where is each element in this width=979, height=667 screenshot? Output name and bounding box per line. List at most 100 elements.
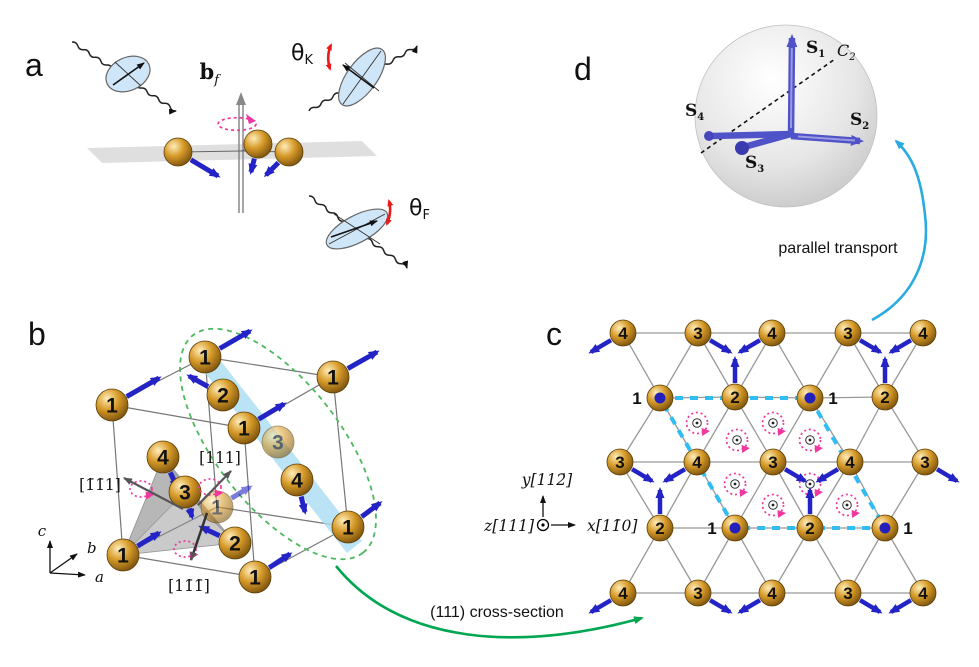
ellipse-axis-line xyxy=(328,213,386,245)
rotation-marker xyxy=(725,428,750,453)
spin-arrow xyxy=(630,467,655,483)
rotation-arrowhead xyxy=(851,510,860,518)
atom-1: 1 xyxy=(871,514,913,542)
axis-label-a: a xyxy=(95,568,104,586)
rotation-arrowhead xyxy=(777,510,786,518)
rotation-marker xyxy=(723,472,748,497)
coordinate-frame: y[112̄] z[111] x[11̄0] xyxy=(483,471,638,535)
atom-1: 1 xyxy=(188,328,253,374)
frame-label-y: y[112̄] xyxy=(521,471,573,489)
atom-4: 4 xyxy=(588,579,637,614)
spin-arrow xyxy=(189,157,221,179)
atom-sphere xyxy=(106,538,140,572)
polarization-arrow xyxy=(330,220,378,238)
atom-number: 3 xyxy=(272,432,284,455)
atom-sphere xyxy=(188,340,222,374)
panel-b-letter: b xyxy=(28,316,46,352)
spin-arrow xyxy=(248,157,258,175)
atom-sphere xyxy=(606,448,634,476)
atom-2: 2 xyxy=(646,487,674,542)
direction-arrow-111 xyxy=(197,470,232,506)
atom-3: 3 xyxy=(261,425,295,459)
rotation-marker xyxy=(798,428,823,453)
atom-4: 4 xyxy=(737,319,786,354)
axis-label-b: b xyxy=(87,539,97,557)
panel-d-letter: d xyxy=(574,51,592,87)
atom-1: 1 xyxy=(238,551,293,594)
spin-arrow xyxy=(346,349,380,371)
cross-section-label: (111) cross-section xyxy=(430,604,564,621)
rotation-marker xyxy=(129,480,155,500)
atom-3: 3 xyxy=(834,579,883,614)
spin-arrow xyxy=(125,375,162,399)
atom-number: 4 xyxy=(291,470,303,493)
spin-label-s2: S2 xyxy=(850,110,869,132)
atom-sphere xyxy=(316,360,350,394)
atom-number: 1 xyxy=(211,497,223,520)
atom-number: 4 xyxy=(918,584,928,603)
atom-1: 1 xyxy=(95,375,162,422)
atom-number: 1 xyxy=(903,519,912,538)
atom-number: 1 xyxy=(828,389,837,408)
atom-3: 3 xyxy=(759,448,808,483)
rotation-arrowhead xyxy=(814,445,823,453)
crystal-axes: c b a xyxy=(38,522,104,586)
spin-out-dot xyxy=(729,522,741,534)
spin-s3-endpoint xyxy=(735,141,749,155)
atom-1: 1 xyxy=(796,384,838,412)
atom-4: 4 xyxy=(280,463,314,515)
atom-sphere xyxy=(331,510,365,544)
spin-arrow xyxy=(815,467,840,483)
atom-3: 3 xyxy=(684,319,733,354)
panel-a-letter: a xyxy=(25,47,43,83)
atom-number: 1 xyxy=(117,545,129,568)
kerr-angle-label: θK xyxy=(291,41,313,68)
rotation-marker xyxy=(685,411,710,436)
rotation-arrowhead xyxy=(701,428,710,436)
spin-arrow xyxy=(185,507,195,520)
panel-d: d S1 S2 S3 S4 C2 xyxy=(574,24,878,208)
atom-sphere xyxy=(909,319,937,347)
atom-1: 1 xyxy=(106,530,162,572)
atom-number: 4 xyxy=(918,324,928,343)
atom-number: 4 xyxy=(692,453,702,472)
rotation-arrowhead xyxy=(145,491,155,500)
sample-plane xyxy=(87,141,377,163)
atom-3: 3 xyxy=(834,319,883,354)
spin-arrow xyxy=(263,160,281,178)
spin-out-dot xyxy=(804,392,816,404)
direction-label-111: [111] xyxy=(199,449,241,467)
rotation-arrowhead xyxy=(739,489,748,497)
atom-4: 4 xyxy=(588,319,637,354)
atom-sphere xyxy=(909,579,937,607)
field-axis-arrowhead xyxy=(236,92,246,105)
spin-arrow xyxy=(708,598,733,614)
atom-sphere xyxy=(218,526,252,560)
atom-number: 3 xyxy=(843,324,852,343)
atom-sphere xyxy=(836,448,864,476)
atom-number: 4 xyxy=(618,324,628,343)
atom-1: 1 xyxy=(200,484,253,524)
atom-number: 1 xyxy=(632,389,641,408)
atom-number: 3 xyxy=(768,453,777,472)
spin-arrow xyxy=(858,338,883,354)
atom-number: 1 xyxy=(327,367,339,390)
spin-label-s4: S4 xyxy=(685,101,704,123)
atom-4: 4 xyxy=(146,440,180,490)
atom-2: 2 xyxy=(186,373,240,412)
atom-number: 4 xyxy=(767,584,777,603)
atom-2: 2 xyxy=(198,524,252,560)
kerr-rotation-arrow xyxy=(325,43,333,71)
spin-arrow xyxy=(662,467,687,483)
spin-arrow xyxy=(360,500,383,519)
kerr-polarization-ellipse xyxy=(338,47,386,107)
lattice-atoms: 4 3 4 3 4 1 2 1 2 3 4 3 4 3 2 1 2 1 4 3 4 3 4 xyxy=(588,319,960,614)
atom-number: 1 xyxy=(106,395,118,418)
atom-number: 1 xyxy=(707,519,716,538)
spin-arrow xyxy=(783,467,808,483)
rotation-arrowhead xyxy=(814,489,823,497)
atom-sphere xyxy=(163,137,193,167)
spin-arrow xyxy=(218,328,253,351)
